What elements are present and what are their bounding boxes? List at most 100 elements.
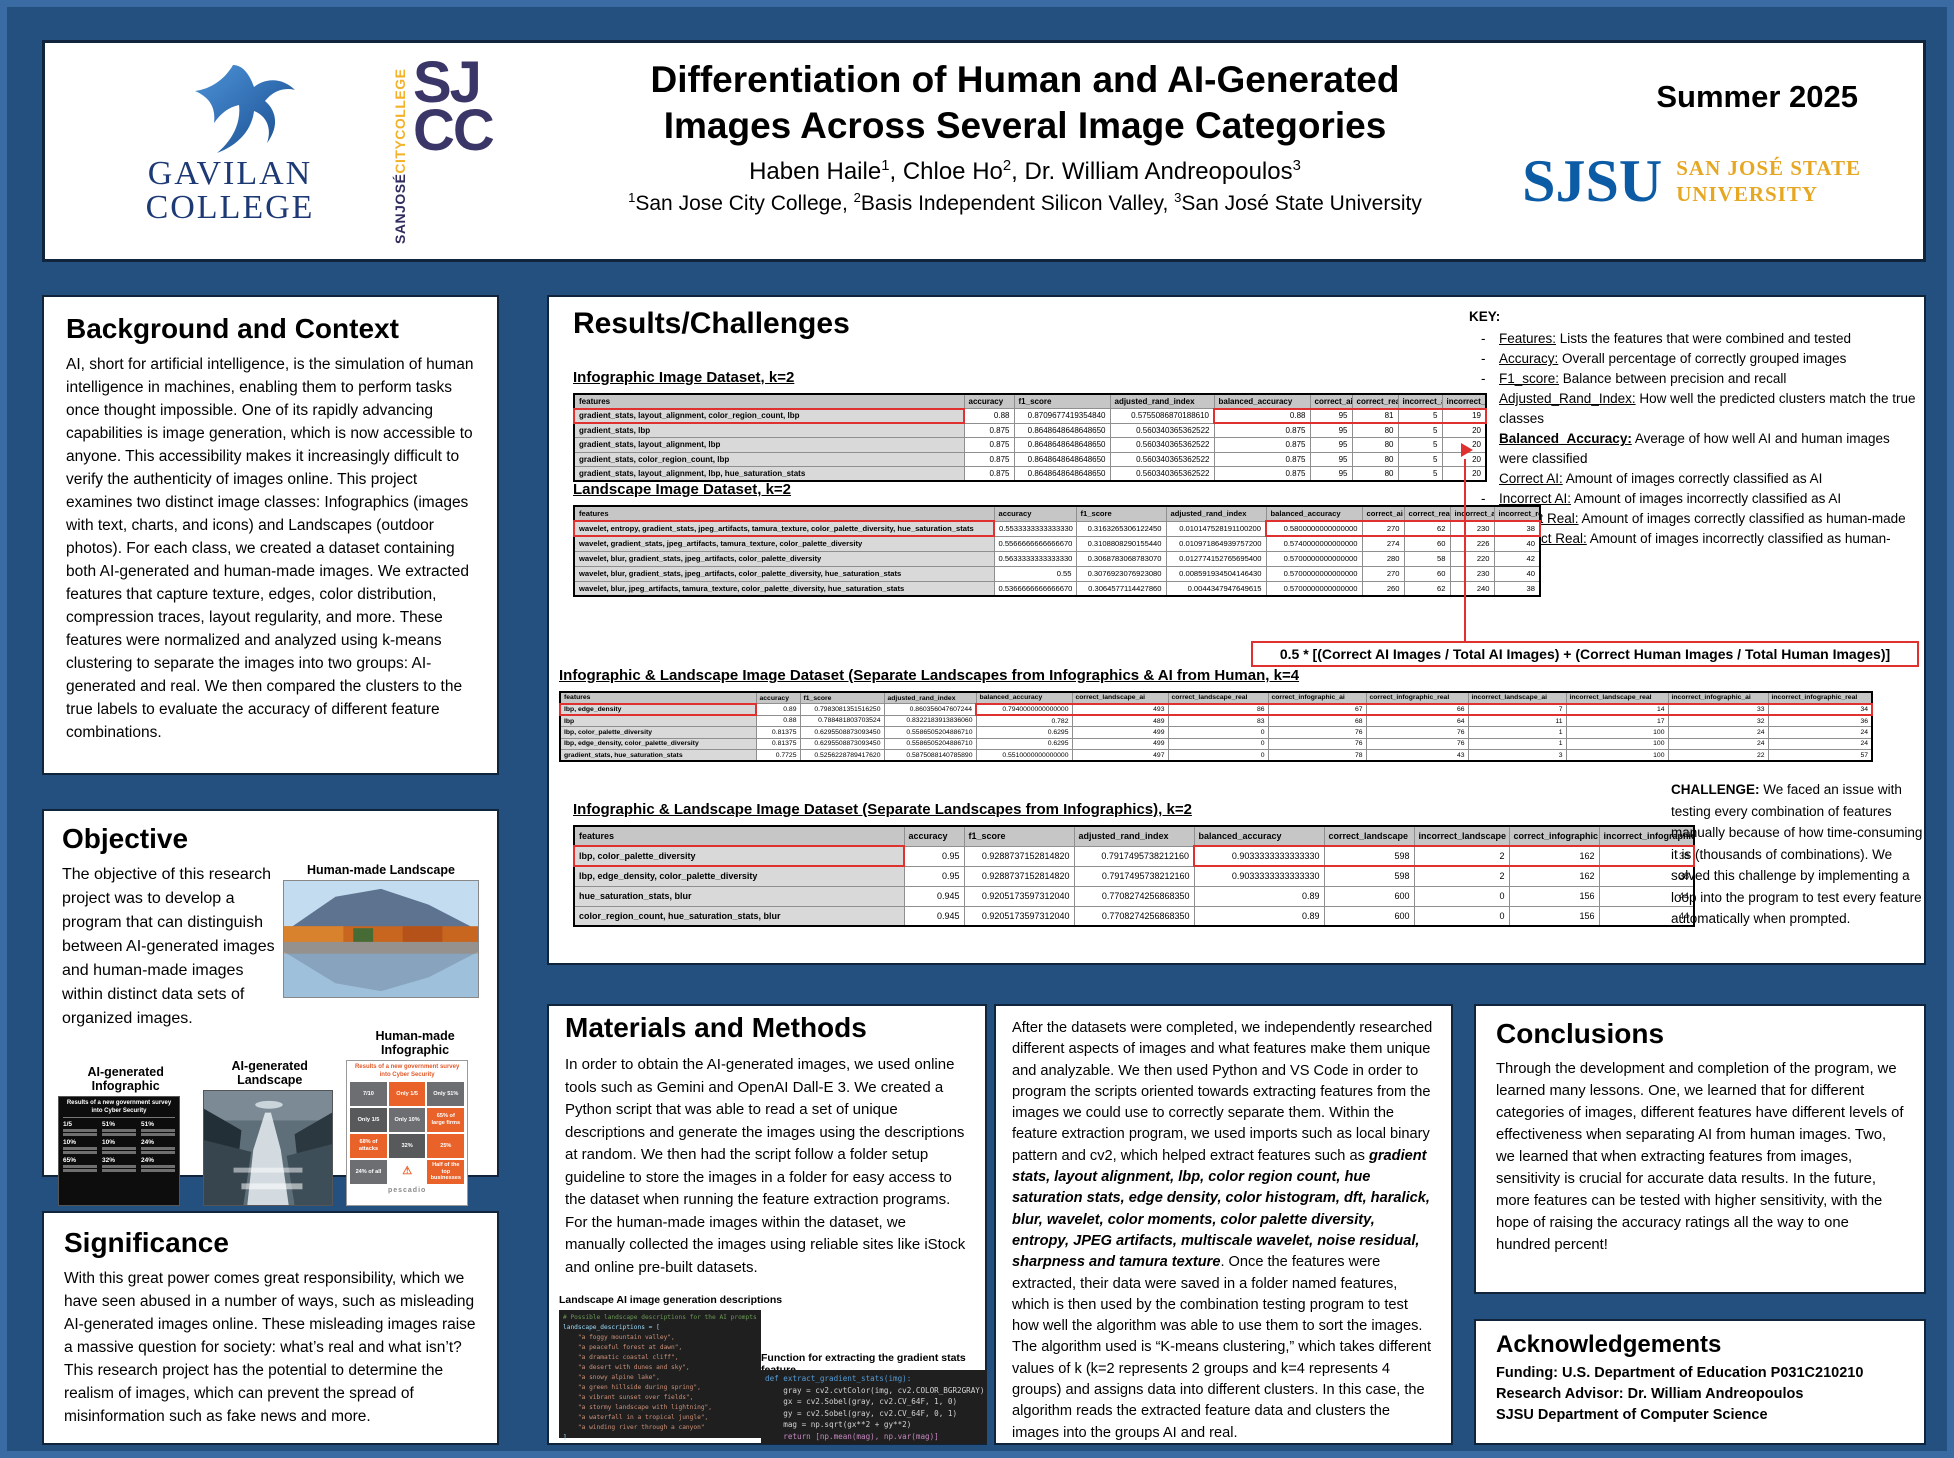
poster-title-line2: Images Across Several Image Categories — [663, 105, 1387, 147]
ai-infographic-stat: 24% — [141, 1139, 175, 1154]
table-row: gradient_stats, layout_alignment, lbp, h… — [573, 466, 1487, 482]
table-landscape-k2: features accuracy f1_score adjusted_rand_in… — [573, 505, 1541, 597]
author: Haben Haile1, — [749, 157, 903, 185]
column-header: incorrect_real — [1441, 393, 1487, 409]
authors-line: Haben Haile1, Chloe Ho2, Dr. William And… — [525, 158, 1525, 186]
ai-infographic-stat: 65% — [63, 1157, 97, 1172]
affiliation: 2Basis Independent Silicon Valley, — [853, 189, 1175, 215]
acknowledgements-panel: Acknowledgements Funding: U.S. Departmen… — [1474, 1319, 1926, 1445]
balanced-accuracy-formula: 0.5 * [(Correct AI Images / Total AI Ima… — [1251, 641, 1919, 667]
ai-infographic-stat: 24% — [141, 1157, 175, 1172]
methods-continued-body: After the datasets were completed, we in… — [1012, 1020, 1433, 1441]
ai-landscape-caption: AI-generated Landscape — [231, 1059, 308, 1087]
human-infographic-tile: 24% of all — [350, 1160, 387, 1185]
ai-landscape-image — [203, 1090, 334, 1206]
column-header: accuracy — [993, 505, 1077, 522]
acknowledgement-line: SJSU Department of Computer Science — [1496, 1407, 1768, 1423]
column-header: correct_landscape_ai — [1071, 691, 1169, 704]
column-header: features — [573, 825, 905, 847]
gradient-stats-function-code: def extract_gradient_stats(img): gray = … — [761, 1370, 987, 1444]
table-row: gradient_stats, layout_alignment, lbp 0.8… — [573, 437, 1487, 453]
ai-infographic-stat: 51% — [102, 1121, 136, 1136]
table-row: wavelet, blur, gradient_stats, jpeg_arti… — [573, 550, 1541, 567]
ai-landscape-figure: AI-generated Landscape — [203, 1059, 336, 1206]
column-header: incorrect_landscape — [1413, 825, 1510, 847]
table-title-combined-k2: Infographic & Landscape Image Dataset (S… — [573, 801, 1192, 818]
table-row: lbp, edge_density 0.89 0.7983081351516250 0… — [559, 702, 1873, 716]
objective-thumbnails: AI-generated Infographic Results of a ne… — [58, 1029, 484, 1206]
background-panel: Background and Context AI, short for art… — [42, 295, 499, 775]
challenge-body: We faced an issue with testing every com… — [1671, 782, 1923, 926]
challenge-note: CHALLENGE: We faced an issue with testin… — [1671, 779, 1927, 930]
column-header: correct_infographic — [1508, 825, 1600, 847]
column-header: correct_ai — [1361, 505, 1405, 522]
human-infographic-tile: Only 1/5 — [350, 1108, 387, 1132]
human-infographic-tile: 7/10 — [350, 1082, 387, 1106]
column-header: incorrect_ai — [1449, 505, 1495, 522]
key-item: Correct AI: Amount of images correctly c… — [1469, 469, 1921, 489]
human-infographic-tile: 25% — [427, 1134, 465, 1158]
column-header: incorrect_ai — [1397, 393, 1443, 409]
column-header: incorrect_real — [1493, 505, 1541, 522]
poster-title-block: Differentiation of Human and AI-Generate… — [525, 57, 1525, 216]
red-arrow-icon — [1461, 443, 1473, 457]
materials-heading: Materials and Methods — [565, 1012, 867, 1043]
column-header: balanced_accuracy — [975, 691, 1073, 704]
challenge-label: CHALLENGE: — [1671, 782, 1760, 797]
column-header: accuracy — [755, 691, 801, 704]
column-header: incorrect_landscape_ai — [1467, 691, 1567, 704]
landscape-descriptions-code: # Possible landscape descriptions for th… — [559, 1310, 761, 1441]
materials-panel: Materials and Methods In order to obtain… — [547, 1004, 987, 1445]
conclusions-heading: Conclusions — [1496, 1018, 1665, 1049]
column-header: correct_landscape — [1323, 825, 1415, 847]
term-label: Summer 2025 — [1656, 79, 1858, 114]
column-header: correct_real — [1403, 505, 1451, 522]
table-row: lbp, color_palette_diversity 0.95 0.928873… — [573, 845, 1695, 867]
author: Chloe Ho2, — [902, 157, 1025, 185]
column-header: correct_infographic_ai — [1267, 691, 1367, 704]
conclusions-panel: Conclusions Through the development and … — [1474, 1004, 1926, 1294]
key-item: Features: Lists the features that were c… — [1469, 329, 1921, 349]
column-header: correct_infographic_real — [1365, 691, 1469, 704]
objective-body: The objective of this research project w… — [62, 866, 275, 1027]
column-header: correct_ai — [1309, 393, 1353, 409]
sjsu-wordmark: SAN JOSÉ STATE UNIVERSITY — [1676, 155, 1861, 206]
table-row: lbp, color_palette_diversity 0.81375 0.629… — [559, 726, 1873, 739]
table-row: hue_saturation_stats, blur 0.945 0.9205173… — [573, 885, 1695, 907]
acknowledgements-heading: Acknowledgements — [1496, 1331, 1722, 1358]
ai-infographic-image: Results of a new government survey into … — [58, 1096, 180, 1206]
column-header: f1_score — [799, 691, 885, 704]
background-body: AI, short for artificial intelligence, i… — [66, 356, 474, 741]
human-landscape-caption: Human-made Landscape — [307, 863, 455, 877]
ai-infographic-stat: 10% — [102, 1139, 136, 1154]
affiliation: 1San Jose City College, — [628, 189, 854, 215]
background-heading: Background and Context — [66, 313, 399, 344]
ai-infographic-stat: 51% — [141, 1121, 175, 1136]
objective-heading: Objective — [62, 823, 189, 854]
table-row: lbp, edge_density, color_palette_diversi… — [559, 737, 1873, 750]
column-header: incorrect_infographic — [1598, 825, 1695, 847]
column-header: incorrect_infographic_ai — [1667, 691, 1769, 704]
column-header: f1_score — [1075, 505, 1167, 522]
table-combined-k2: features accuracy f1_score adjusted_rand_in… — [573, 825, 1695, 927]
table-row: lbp 0.88 0.788481803703524 0.83221839138360… — [559, 714, 1873, 727]
ai-infographic-caption: AI-generated Infographic — [87, 1065, 164, 1093]
significance-panel: Significance With this great power comes… — [42, 1211, 499, 1445]
sjcc-vertical-wordmark: SANJOSÉCITYCOLLEGE — [392, 68, 408, 244]
acknowledgement-line: Research Advisor: Dr. William Andreopoul… — [1496, 1386, 1804, 1402]
column-header: f1_score — [1013, 393, 1111, 409]
column-header: balanced_accuracy — [1193, 825, 1325, 847]
table-row: wavelet, blur, gradient_stats, jpeg_arti… — [573, 565, 1541, 582]
column-header: features — [573, 505, 995, 522]
key-item: Adjusted_Rand_Index: How well the predic… — [1469, 389, 1921, 429]
table-title-infographic-k2: Infographic Image Dataset, k=2 — [573, 369, 795, 386]
human-infographic-tile: Only 51% — [427, 1082, 465, 1106]
column-header: adjusted_rand_index — [1165, 505, 1267, 522]
acknowledgements-lines: Funding: U.S. Department of Education P0… — [1496, 1363, 1904, 1426]
table-row: gradient_stats, color_region_count, lbp 0… — [573, 451, 1487, 467]
column-header: correct_real — [1351, 393, 1399, 409]
poster-title-line1: Differentiation of Human and AI-Generate… — [650, 59, 1400, 100]
gavilan-college-wordmark: GAVILAN COLLEGE — [145, 155, 315, 226]
column-header: accuracy — [903, 825, 965, 847]
